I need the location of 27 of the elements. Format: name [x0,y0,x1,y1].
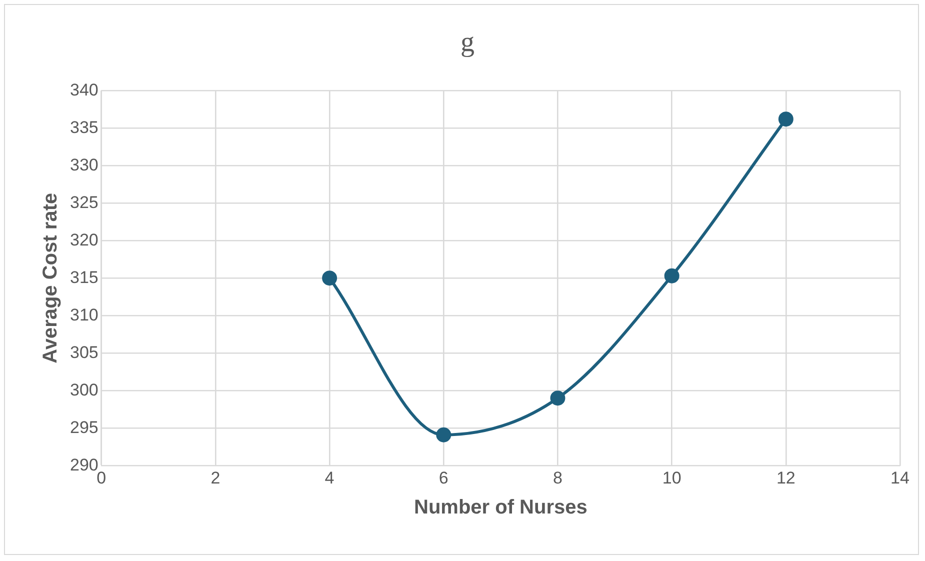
x-tick-label: 14 [890,468,910,488]
point [664,268,680,284]
y-tick-label: 335 [70,118,98,137]
y-axis-title: Average Cost rate [40,192,62,364]
point [778,112,794,127]
x-tick-label: 8 [552,468,562,488]
y-tick-label: 310 [70,305,98,324]
x-tick-label: 4 [324,468,334,488]
y-tick-label: 295 [70,418,98,437]
point [436,427,452,442]
x-tick-label: 12 [776,468,796,488]
y-tick-label: 325 [70,192,98,212]
x-tick-label: 2 [210,468,220,488]
y-tick-label: 305 [70,342,98,362]
y-tick-label: 330 [70,155,98,174]
x-tick-label: 6 [438,468,448,488]
point [550,390,566,406]
y-tick-label: 320 [70,230,98,250]
x-tick-label: 0 [96,468,106,488]
x-axis-title: Number of Nurses [414,496,588,519]
point [322,270,338,286]
x-tick-label: 10 [662,468,682,488]
y-tick-label: 315 [70,268,98,287]
chart-title: g [460,27,474,58]
y-tick-label: 290 [70,455,98,474]
y-tick-label: 340 [70,80,98,100]
y-tick-label: 300 [70,380,98,400]
